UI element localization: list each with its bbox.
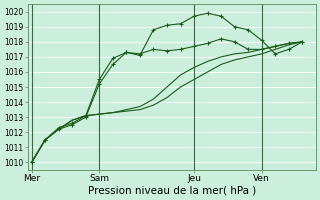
X-axis label: Pression niveau de la mer( hPa ): Pression niveau de la mer( hPa ): [88, 186, 256, 196]
